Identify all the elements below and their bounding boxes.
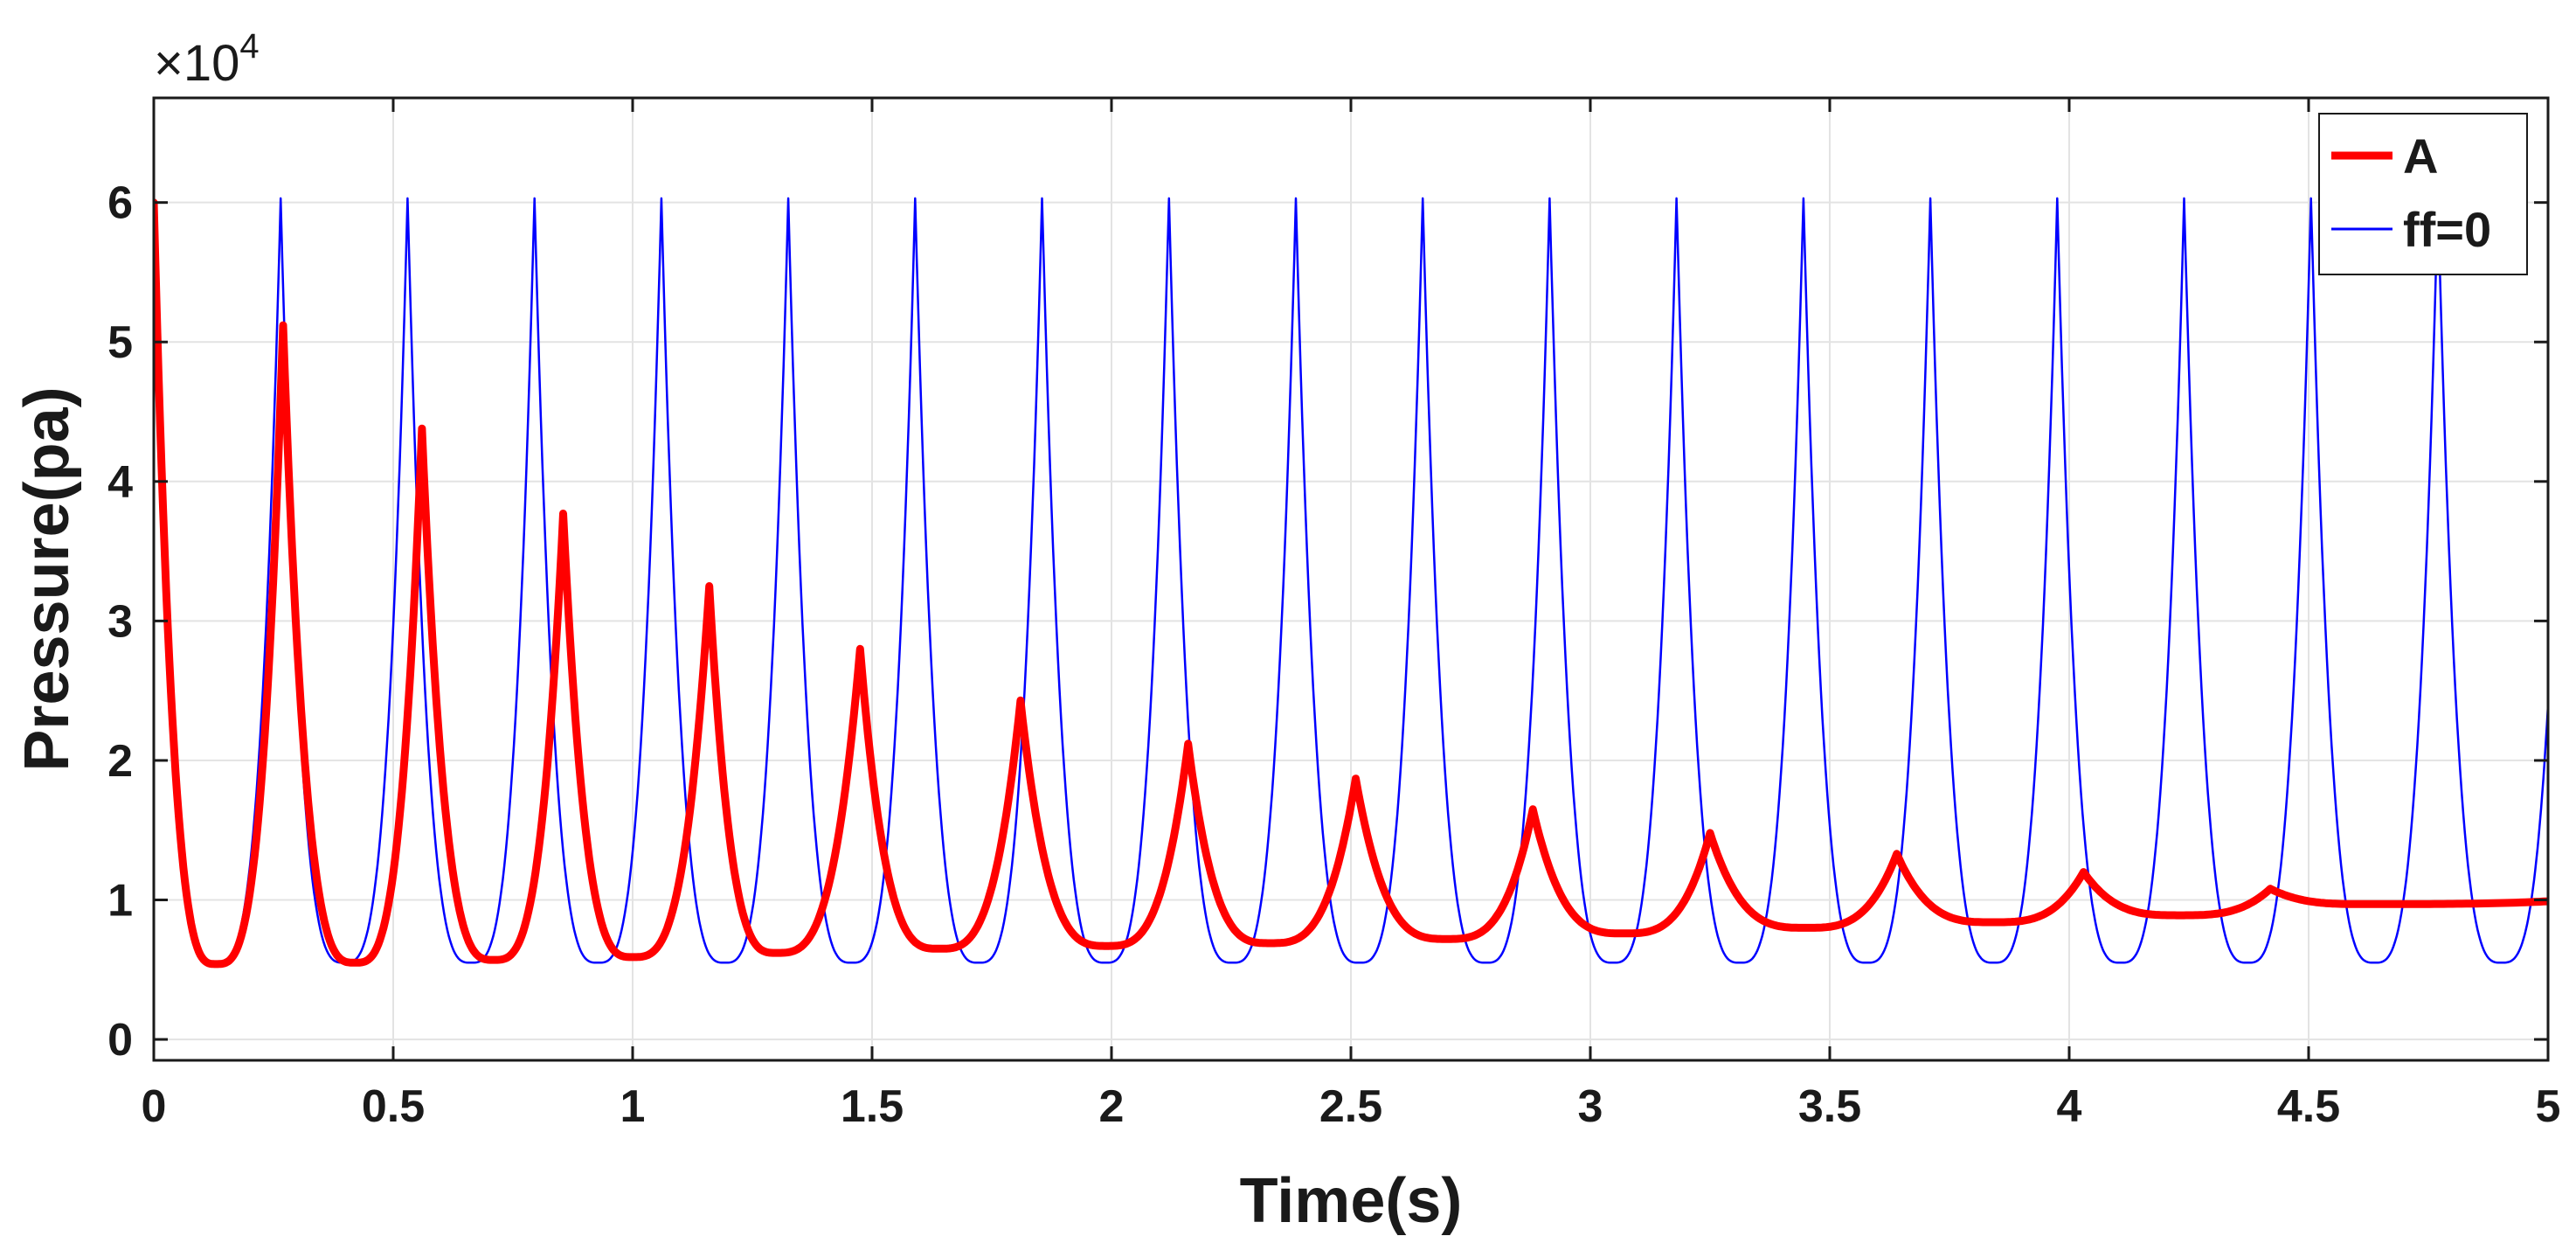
- y-tick-label: 0: [107, 1015, 133, 1066]
- legend-box: [2318, 113, 2528, 275]
- legend-label-ff0: ff=0: [2403, 202, 2491, 257]
- y-tick-label: 2: [107, 736, 133, 787]
- legend: A ff=0: [2318, 113, 2528, 275]
- y-tick-label: 4: [107, 457, 133, 508]
- x-tick-label: 4: [2057, 1081, 2082, 1132]
- x-tick-label: 3.5: [1798, 1081, 1861, 1132]
- y-scale-exponent: 4: [239, 27, 259, 66]
- y-tick-label: 1: [107, 876, 133, 927]
- x-tick-label: 2.5: [1319, 1081, 1382, 1132]
- y-scale-times: ×: [154, 35, 184, 92]
- legend-label-a: A: [2403, 128, 2438, 184]
- x-axis-label: Time(s): [1240, 1166, 1463, 1236]
- series-a-line: [154, 198, 2548, 969]
- series-layer: [154, 197, 2548, 969]
- x-tick-label: 4.5: [2277, 1081, 2340, 1132]
- x-tick-label: 0: [142, 1081, 167, 1132]
- series-ff0-line: [154, 197, 2548, 964]
- y-tick-label: 3: [107, 596, 133, 647]
- x-tick-label: 0.5: [362, 1081, 425, 1132]
- x-tick-label: 1: [620, 1081, 646, 1132]
- tick-labels: 0 0.5 1 1.5 2 2.5 3 3.5 4 4.5 5 0 1 2 3 4 5 6: [107, 178, 2560, 1132]
- x-tick-label: 1.5: [841, 1081, 904, 1132]
- y-scale-base: 10: [184, 35, 240, 92]
- y-tick-label: 5: [107, 317, 133, 368]
- x-tick-label: 3: [1578, 1081, 1603, 1132]
- x-tick-label: 5: [2536, 1081, 2561, 1132]
- y-scale-multiplier: ×104: [154, 27, 260, 92]
- y-tick-label: 6: [107, 178, 133, 229]
- y-axis-label: Pressure(pa): [12, 386, 82, 771]
- x-tick-label: 2: [1099, 1081, 1125, 1132]
- tick-marks: [152, 98, 2550, 1060]
